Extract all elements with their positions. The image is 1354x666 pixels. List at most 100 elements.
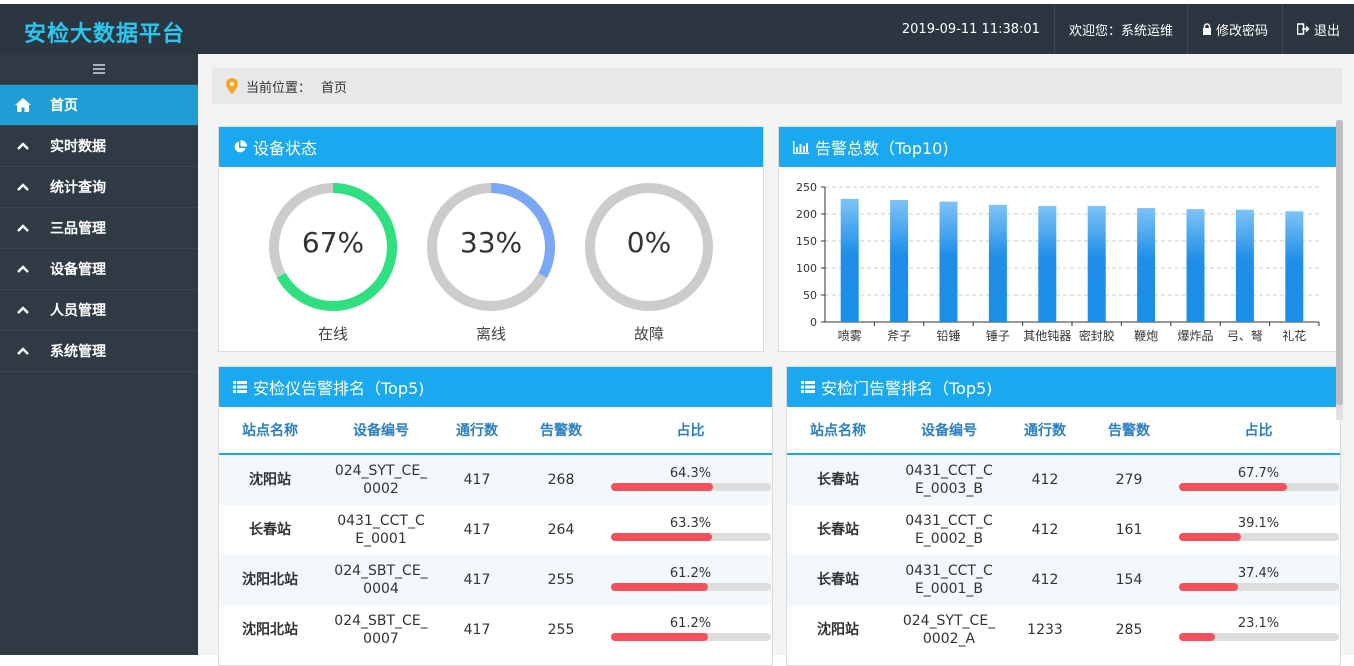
bar[interactable] bbox=[1137, 208, 1156, 322]
table-row[interactable]: 沈阳站 024_SYT_CE_ 0002 417 268 64.3% bbox=[219, 454, 772, 505]
ratio-fill bbox=[610, 533, 712, 541]
main-content: 当前位置： 首页 设备状态 67% 在线 33% 离线 0% 故障 告警总数（Top10)… bbox=[198, 54, 1354, 666]
ratio-track bbox=[610, 633, 771, 641]
ratio-bar: 23.1% bbox=[1178, 615, 1339, 645]
table-row[interactable]: 沈阳北站 024_SBT_CE_ 0004 417 255 61.2% bbox=[219, 555, 772, 605]
ratio-bar: 39.1% bbox=[1178, 515, 1339, 545]
list-icon bbox=[233, 381, 247, 393]
sidebar-item-label: 首页 bbox=[50, 98, 78, 114]
bar[interactable] bbox=[840, 198, 859, 322]
y-tick-label: 200 bbox=[796, 208, 817, 221]
ratio-track bbox=[610, 483, 771, 491]
ratio-text: 23.1% bbox=[1237, 616, 1280, 631]
cell-alarms: 264 bbox=[547, 522, 575, 538]
cell-alarms: 154 bbox=[1115, 572, 1143, 588]
cell-station: 沈阳北站 bbox=[242, 622, 298, 638]
cell-alarms: 255 bbox=[547, 622, 575, 638]
table-row[interactable]: 长春站 0431_CCT_C E_0001_B 412 154 37.4% bbox=[787, 555, 1340, 605]
table-row[interactable]: 沈阳北站 024_SBT_CE_ 0007 417 255 61.2% bbox=[219, 605, 772, 655]
cell-traffic: 412 bbox=[1031, 472, 1059, 488]
table-row[interactable]: 长春站 0431_CCT_C E_0003_B 412 279 67.7% bbox=[787, 454, 1340, 505]
scanner-rank-title: 安检仪告警排名（Top5) bbox=[253, 379, 425, 398]
sidebar-item-6[interactable]: 系统管理 bbox=[0, 331, 198, 372]
ratio-fill bbox=[1178, 633, 1216, 641]
bar[interactable] bbox=[1235, 209, 1254, 322]
cell-device: 0431_CCT_C E_0001 bbox=[337, 513, 425, 547]
change-password-button[interactable]: 修改密码 bbox=[1186, 4, 1282, 54]
ratio-text: 37.4% bbox=[1237, 566, 1280, 581]
sidebar-item-label: 系统管理 bbox=[50, 344, 106, 360]
cell-traffic: 412 bbox=[1031, 572, 1059, 588]
sidebar-item-4[interactable]: 设备管理 bbox=[0, 249, 198, 290]
table-header-row: 站点名称 设备编号 通行数 告警数 占比 bbox=[219, 407, 772, 455]
gauge-label: 离线 bbox=[475, 325, 506, 343]
gauge-fill bbox=[427, 183, 555, 311]
cell-station: 沈阳站 bbox=[817, 622, 859, 638]
table-row[interactable]: 沈阳站 024_SYT_CE_ 0002_A 1233 285 23.1% bbox=[787, 605, 1340, 655]
scrollbar[interactable] bbox=[1336, 120, 1343, 420]
scrollbar-thumb[interactable] bbox=[1336, 120, 1343, 405]
ratio-text: 39.1% bbox=[1237, 516, 1280, 531]
sidebar-item-2[interactable]: 统计查询 bbox=[0, 167, 198, 208]
y-tick-label: 100 bbox=[796, 262, 817, 275]
bar[interactable] bbox=[1038, 205, 1057, 322]
cell-alarms: 279 bbox=[1115, 472, 1143, 488]
gate-rank-panel: 安检门告警排名（Top5) 站点名称 设备编号 通行数 告警数 占比 长春站 0431_CC… bbox=[786, 366, 1341, 666]
sidebar-item-5[interactable]: 人员管理 bbox=[0, 290, 198, 331]
logout-button[interactable]: 退出 bbox=[1281, 4, 1354, 54]
logout-label: 退出 bbox=[1313, 23, 1340, 39]
gauge-label: 在线 bbox=[317, 325, 348, 343]
x-tick-label: 爆炸品 bbox=[1177, 329, 1213, 343]
scanner-rank-table: 站点名称 设备编号 通行数 告警数 占比 沈阳站 024_SYT_CE_ 0002 417 26… bbox=[219, 407, 772, 655]
bar[interactable] bbox=[890, 199, 909, 322]
bar[interactable] bbox=[988, 204, 1007, 322]
sidebar-item-1[interactable]: 实时数据 bbox=[0, 126, 198, 167]
bar[interactable] bbox=[939, 201, 958, 322]
column-header: 告警数 bbox=[1081, 407, 1177, 455]
device-status-title: 设备状态 bbox=[253, 139, 318, 158]
cell-traffic: 417 bbox=[463, 472, 491, 488]
y-tick-label: 0 bbox=[810, 316, 817, 329]
ratio-track bbox=[610, 583, 771, 591]
cell-traffic: 417 bbox=[463, 572, 491, 588]
bar[interactable] bbox=[1186, 209, 1205, 322]
scanner-rank-panel: 安检仪告警排名（Top5) 站点名称 设备编号 通行数 告警数 占比 沈阳站 024_SYT… bbox=[218, 366, 773, 666]
sidebar-item-3[interactable]: 三品管理 bbox=[0, 208, 198, 249]
gauge-track bbox=[585, 183, 713, 311]
x-tick-label: 斧子 bbox=[887, 329, 911, 343]
cell-alarms: 285 bbox=[1115, 622, 1143, 638]
column-header: 通行数 bbox=[1009, 407, 1081, 455]
sidebar-toggle[interactable] bbox=[0, 54, 198, 85]
ratio-track bbox=[1178, 483, 1339, 491]
ratio-bar: 61.2% bbox=[610, 615, 771, 645]
table-row[interactable]: 长春站 0431_CCT_C E_0001 417 264 63.3% bbox=[219, 505, 772, 555]
gauge-ring bbox=[269, 183, 397, 311]
sidebar-item-label: 统计查询 bbox=[50, 180, 106, 196]
x-tick-label: 礼花 bbox=[1282, 328, 1306, 343]
ratio-text: 61.2% bbox=[669, 616, 712, 631]
table-row[interactable]: 长春站 0431_CCT_C E_0002_B 412 161 39.1% bbox=[787, 505, 1340, 555]
ratio-bar: 37.4% bbox=[1178, 565, 1339, 595]
ratio-bar: 63.3% bbox=[610, 515, 771, 545]
scanner-rank-header: 安检仪告警排名（Top5) bbox=[219, 367, 772, 407]
y-tick-label: 150 bbox=[796, 235, 817, 248]
bar[interactable] bbox=[1285, 211, 1304, 322]
x-tick-label: 密封胶 bbox=[1079, 328, 1115, 343]
ratio-fill bbox=[610, 583, 709, 591]
home-icon bbox=[14, 98, 32, 112]
top-right-bar: 2019-09-11 11:38:01 欢迎您：系统运维 修改密码 退出 bbox=[888, 4, 1354, 54]
gauge-ring bbox=[585, 183, 713, 311]
menu-icon bbox=[93, 64, 105, 74]
breadcrumb-current[interactable]: 首页 bbox=[321, 80, 348, 96]
sidebar-item-label: 设备管理 bbox=[50, 262, 106, 278]
column-header: 占比 bbox=[1177, 407, 1340, 455]
x-tick-label: 鞭炮 bbox=[1134, 329, 1158, 343]
ratio-fill bbox=[1178, 483, 1287, 491]
column-header: 告警数 bbox=[513, 407, 609, 455]
breadcrumb-prefix: 当前位置： bbox=[246, 80, 312, 96]
cell-station: 沈阳站 bbox=[249, 472, 291, 488]
sidebar-item-0[interactable]: 首页 bbox=[0, 85, 198, 126]
y-tick-label: 250 bbox=[796, 181, 817, 194]
logout-icon bbox=[1296, 23, 1310, 35]
bar[interactable] bbox=[1087, 205, 1106, 322]
